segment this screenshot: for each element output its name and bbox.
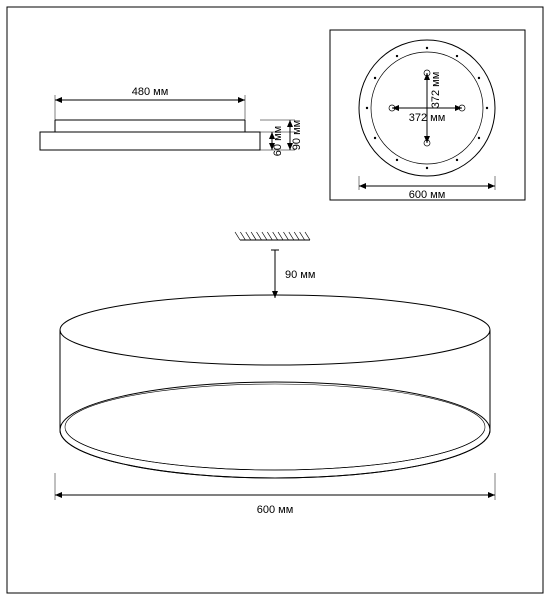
svg-text:480 мм: 480 мм xyxy=(132,86,169,98)
svg-text:372 мм: 372 мм xyxy=(430,72,442,109)
drawing-svg: 480 мм90 мм60 мм372 мм372 мм600 мм90 мм6… xyxy=(0,0,550,600)
svg-text:60 мм: 60 мм xyxy=(272,126,284,156)
svg-text:600 мм: 600 мм xyxy=(409,189,446,201)
side-view: 480 мм 90 мм 60 мм xyxy=(40,86,303,156)
svg-text:90 мм: 90 мм xyxy=(285,269,315,281)
bottom-panel-view: 372 мм372 мм600 мм xyxy=(330,30,525,201)
svg-text:600 мм: 600 мм xyxy=(257,504,294,516)
perspective-view: 600 мм xyxy=(55,295,495,516)
svg-text:90 мм: 90 мм xyxy=(291,120,303,150)
ceiling-mark: 90 мм xyxy=(235,232,315,298)
drawing-canvas: 480 мм90 мм60 мм372 мм372 мм600 мм90 мм6… xyxy=(0,0,550,600)
